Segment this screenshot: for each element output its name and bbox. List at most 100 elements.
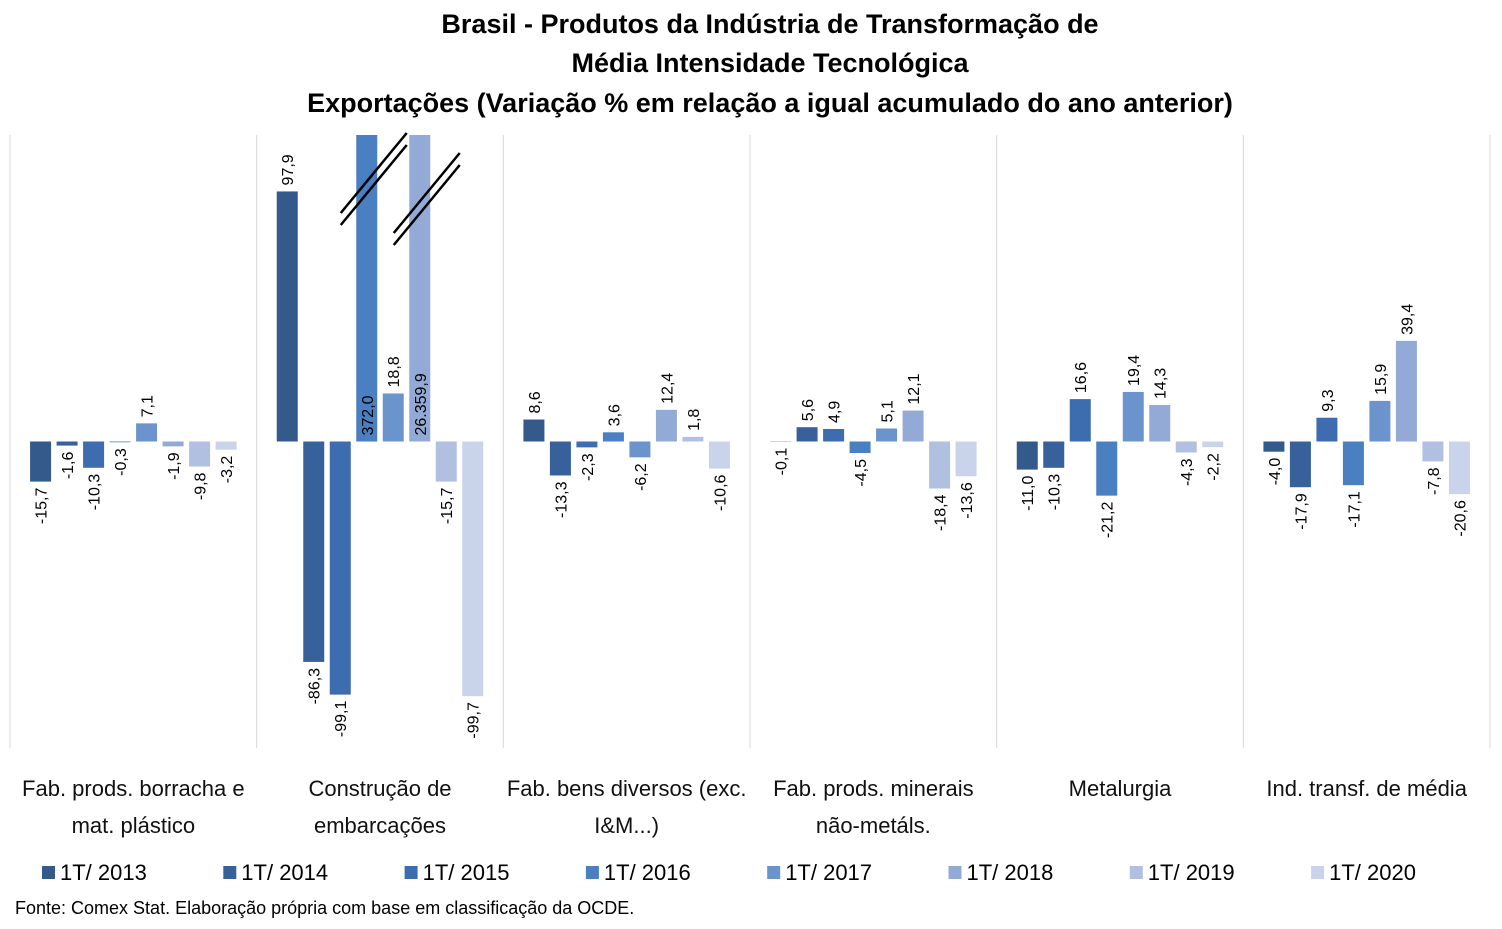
data-label: 12,4: [659, 373, 676, 404]
bar: [796, 427, 818, 442]
data-label: -17,9: [1293, 493, 1310, 530]
bar: [189, 441, 211, 467]
bar: [1202, 441, 1224, 448]
bar: [1043, 441, 1065, 468]
bar: [708, 441, 730, 469]
bar: [1369, 400, 1391, 442]
data-label: 26.359,9: [413, 373, 430, 435]
data-label: -20,6: [1452, 500, 1469, 537]
bar: [1122, 391, 1144, 442]
bar: [409, 135, 431, 442]
data-label: -13,6: [959, 482, 976, 519]
bar: [549, 441, 571, 476]
legend-label: 1T/ 2016: [604, 860, 691, 885]
axis-break: [339, 132, 408, 214]
legend-swatch: [223, 866, 237, 879]
bar: [136, 423, 158, 442]
legend-label: 1T/ 2015: [423, 860, 510, 885]
bar: [356, 135, 378, 442]
bar: [629, 441, 651, 458]
data-label: 372,0: [360, 395, 377, 435]
data-label: 1,8: [686, 409, 703, 431]
legend-label: 1T/ 2017: [785, 860, 872, 885]
bar: [30, 441, 52, 482]
data-label: -2,3: [580, 453, 597, 481]
data-label: -15,7: [439, 487, 456, 524]
data-label: -10,3: [87, 474, 104, 511]
bar: [382, 393, 404, 442]
bar: [1448, 441, 1470, 495]
data-label: 12,1: [906, 373, 923, 404]
data-label: -0,3: [113, 448, 130, 476]
x-tick-label: Fab. bens diversos (exc. I&M...): [506, 776, 747, 838]
bar: [1342, 441, 1364, 486]
data-label: -10,6: [712, 474, 729, 511]
chart-title: Média Intensidade Tecnológica: [571, 48, 969, 78]
x-tick-label: Fab. prods. borracha e mat. plástico: [22, 776, 245, 838]
bar: [929, 441, 951, 489]
legend-label: 1T/ 2013: [60, 860, 147, 885]
data-label: 15,9: [1373, 364, 1390, 395]
data-label: -86,3: [307, 668, 324, 705]
axis-break: [392, 164, 461, 246]
bar: [109, 441, 131, 443]
legend-swatch: [585, 866, 599, 879]
data-label: -4,0: [1267, 458, 1284, 486]
data-label: -4,3: [1179, 458, 1196, 486]
legend-swatch: [42, 866, 55, 879]
axis-break: [339, 144, 408, 226]
bar: [1175, 441, 1197, 453]
bar: [955, 441, 977, 477]
chart-subtitle: Exportações (Variação % em relação a igu…: [307, 88, 1233, 118]
bar: [682, 436, 704, 442]
data-label: 14,3: [1153, 368, 1170, 399]
data-label: -1,6: [60, 451, 77, 479]
data-label: 7,1: [140, 395, 157, 417]
bar: [1096, 441, 1118, 496]
bar: [276, 191, 298, 442]
data-label: 97,9: [280, 154, 297, 185]
bar: [1263, 441, 1285, 452]
data-label: -99,7: [466, 702, 483, 739]
data-label: -0,1: [774, 448, 791, 476]
data-label: 19,4: [1126, 355, 1143, 386]
bar: [162, 441, 184, 447]
data-label: 5,6: [800, 399, 817, 421]
bar: [655, 409, 677, 442]
data-label: -7,8: [1426, 467, 1443, 495]
chart-title: Brasil - Produtos da Indústria de Transf…: [441, 9, 1098, 39]
data-label: 9,3: [1320, 389, 1337, 411]
x-tick-label: Metalurgia: [1068, 776, 1172, 801]
data-label: -10,3: [1047, 474, 1064, 511]
data-label: -99,1: [333, 701, 350, 738]
x-tick-label: Construção de embarcações: [308, 776, 452, 838]
data-label: -2,2: [1206, 453, 1223, 481]
data-label: -3,2: [219, 456, 236, 484]
data-label: -13,3: [553, 481, 570, 518]
bar: [1316, 417, 1338, 442]
bar: [823, 428, 845, 442]
data-label: -15,7: [34, 487, 51, 524]
legend-label: 1T/ 2019: [1148, 860, 1235, 885]
legend-swatch: [948, 866, 962, 879]
data-label: 8,6: [527, 391, 544, 413]
legend-swatch: [767, 866, 781, 879]
bar: [329, 441, 351, 695]
bar: [462, 441, 484, 697]
data-label: 3,6: [606, 404, 623, 426]
data-label: -18,4: [933, 494, 950, 531]
data-label: 5,1: [880, 400, 897, 422]
bar: [602, 432, 624, 442]
legend-label: 1T/ 2014: [241, 860, 328, 885]
legend-swatch: [1311, 866, 1325, 879]
bar: [1422, 441, 1444, 462]
data-label: -17,1: [1346, 491, 1363, 528]
bar: [1016, 441, 1038, 470]
data-label: -6,2: [633, 463, 650, 491]
bar: [576, 441, 598, 448]
bar: [83, 441, 105, 468]
bar: [303, 441, 325, 662]
legend-swatch: [404, 866, 418, 879]
data-label: -1,9: [166, 452, 183, 480]
bar: [1289, 441, 1311, 488]
